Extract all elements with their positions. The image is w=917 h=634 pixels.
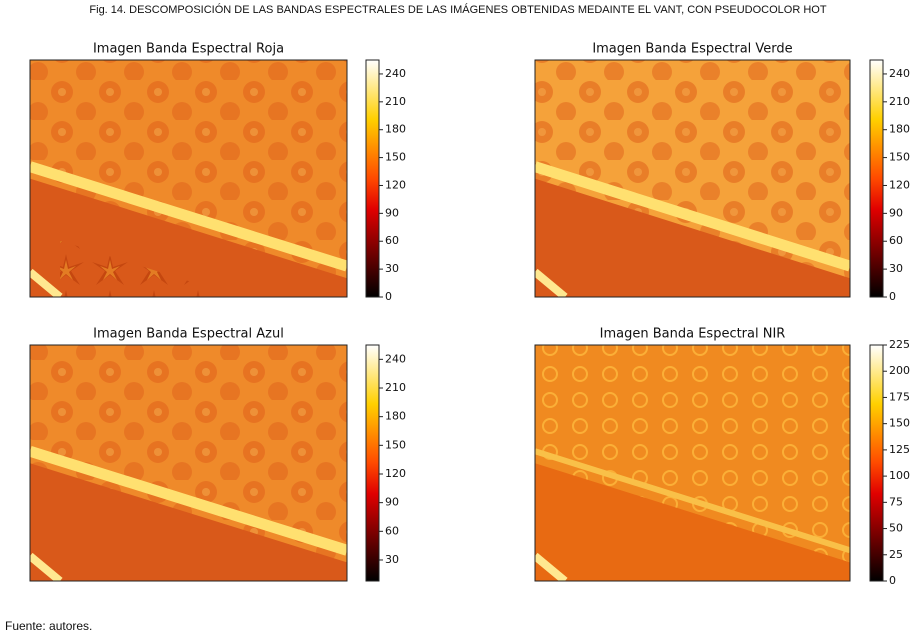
colorbar-tick-label: 60: [385, 524, 399, 537]
road-corner: [30, 268, 63, 297]
colorbar-tick-label: 150: [385, 438, 406, 451]
colorbar-tick-label: 240: [385, 352, 406, 365]
image-content: [30, 60, 347, 297]
image-frame: [29, 344, 348, 582]
image-frame: [534, 344, 851, 582]
image-content: [535, 345, 850, 581]
colorbar-tick-label: 60: [889, 234, 903, 247]
image: [535, 345, 850, 581]
colorbar-tick-label: 120: [385, 178, 406, 191]
colorbar-tick-label: 210: [385, 95, 406, 108]
panel-title: Imagen Banda Espectral NIR: [600, 327, 786, 342]
colorbar-tick-label: 225: [889, 338, 910, 351]
colorbar: [365, 344, 380, 582]
colorbar-tick-label: 175: [889, 390, 910, 403]
colorbar-tick-label: 150: [385, 151, 406, 164]
road: [30, 445, 347, 556]
image: [535, 60, 850, 297]
road-corner: [30, 552, 63, 581]
colorbar-tick-label: 240: [385, 67, 406, 80]
colorbar-tick-label: 180: [889, 123, 910, 136]
colorbar-tick-label: 90: [385, 496, 399, 509]
colorbar-tick-label: 30: [385, 553, 399, 566]
colorbar: [365, 59, 380, 298]
colorbar-tick-label: 210: [385, 381, 406, 394]
image-lower: [535, 463, 850, 581]
colorbar-tick-label: 0: [889, 290, 896, 303]
colorbar-tick-label: 90: [385, 206, 399, 219]
colorbar-tick-label: 25: [889, 548, 903, 561]
road: [535, 161, 850, 272]
panel-title: Imagen Banda Espectral Azul: [93, 327, 284, 342]
road: [535, 448, 850, 554]
image-content: [535, 60, 850, 297]
colorbar-tick-label: 30: [385, 262, 399, 275]
colorbar-tick-label: 200: [889, 364, 910, 377]
colorbar-tick-label: 210: [889, 95, 910, 108]
image-lower: [535, 178, 850, 297]
image-lower: [30, 463, 347, 581]
caption: Fig. 14. DESCOMPOSICIÓN DE LAS BANDAS ES…: [89, 3, 826, 16]
colorbar-tick-label: 90: [889, 206, 903, 219]
road-corner: [535, 552, 568, 581]
colorbar-tick-label: 120: [889, 178, 910, 191]
colorbar: [869, 344, 884, 582]
colorbar-tick-label: 30: [889, 262, 903, 275]
image: [30, 60, 347, 297]
panel-title: Imagen Banda Espectral Verde: [592, 42, 792, 57]
source: Fuente: autores.: [5, 619, 92, 633]
road: [30, 161, 347, 272]
colorbar-tick-label: 180: [385, 123, 406, 136]
road-corner: [535, 268, 568, 297]
colorbar-tick-label: 100: [889, 469, 910, 482]
colorbar-tick-label: 0: [889, 574, 896, 587]
colorbar-tick-label: 50: [889, 522, 903, 535]
colorbar-tick-label: 75: [889, 495, 903, 508]
image-frame: [534, 59, 851, 298]
colorbar-tick-label: 120: [385, 467, 406, 480]
panel-title: Imagen Banda Espectral Roja: [93, 42, 284, 57]
colorbar-tick-label: 180: [385, 410, 406, 423]
colorbar-tick-label: 150: [889, 151, 910, 164]
image-frame: [29, 59, 348, 298]
colorbar-tick-label: 240: [889, 67, 910, 80]
colorbar-tick-label: 60: [385, 234, 399, 247]
colorbar-tick-label: 125: [889, 443, 910, 456]
colorbar: [869, 59, 884, 298]
image-content: [30, 345, 347, 581]
image: [30, 345, 347, 581]
colorbar-tick-label: 0: [385, 290, 392, 303]
colorbar-tick-label: 150: [889, 417, 910, 430]
